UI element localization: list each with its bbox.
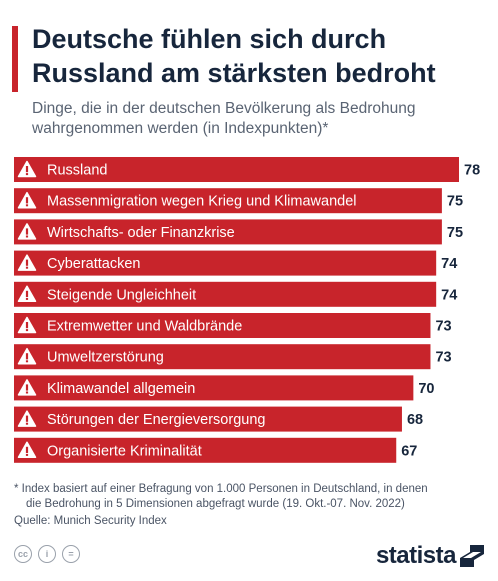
warning-triangle-icon [17,347,37,365]
bar [14,406,402,432]
bar-row: Steigende Ungleichheit 74 [14,281,457,307]
bar-label: Störungen der Energieversorgung [47,412,265,428]
bar [14,157,459,182]
license-icons: cc i = [14,545,80,563]
footnote-line-1: * Index basiert auf einer Befragung von … [14,483,428,495]
bar-row: Organisierte Kriminalität 67 [14,437,417,463]
bar [14,281,437,307]
bar [14,313,431,338]
footnote-line-2: die Bedrohung in 5 Dimensionen abgefragt… [26,498,405,510]
statista-mark-icon [460,545,484,567]
bar-label: Massenmigration wegen Krieg und Klimawan… [47,194,357,210]
bar-value-label: 67 [401,443,417,459]
page-subtitle: Dinge, die in der deutschen Bevölkerung … [32,100,416,137]
page-title: Deutsche fühlen sich durch Russland am s… [32,24,436,88]
bar-label: Umweltzerstörung [47,350,164,366]
bar-label: Steigende Ungleichheit [47,287,196,303]
bar-value-label: 75 [447,225,463,241]
bar-label: Extremwetter und Waldbrände [47,319,242,335]
warning-triangle-icon [17,285,37,303]
source-text: Quelle: Munich Security Index [14,515,167,527]
bar-value-label: 74 [441,287,457,303]
statista-wordmark: statista [375,542,457,569]
warning-triangle-icon [17,191,37,209]
by-icon[interactable]: i [38,545,56,563]
warning-triangle-icon [17,410,37,427]
warning-triangle-icon [17,223,37,240]
bar-row: Störungen der Energieversorgung 68 [14,406,423,432]
nd-icon[interactable]: = [62,545,80,563]
bar-value-label: 73 [435,350,451,366]
warning-triangle-icon [17,441,37,459]
bar-label: Organisierte Kriminalität [47,443,202,459]
bar-label: Klimawandel allgemein [47,381,195,397]
bar [14,344,431,370]
bar-label: Cyberattacken [47,256,141,272]
bar-label: Wirtschafts- oder Finanzkrise [47,225,235,241]
bar-value-label: 70 [418,381,434,397]
bar-row: Umweltzerstörung 73 [14,344,452,370]
bar-value-label: 78 [464,163,480,179]
warning-triangle-icon [17,316,37,334]
footnote: * Index basiert auf einer Befragung von … [14,482,484,512]
bar-value-label: 68 [407,412,423,428]
bar-value-label: 75 [447,194,463,210]
title-accent-bar [12,26,18,92]
bar-row: Massenmigration wegen Krieg und Klimawan… [14,188,463,214]
warning-triangle-icon [17,379,37,396]
bar-row: Klimawandel allgemein 70 [14,375,434,401]
bar-value-label: 73 [435,319,451,335]
bar [14,375,414,401]
cc-icon[interactable]: cc [14,545,32,563]
bar [14,219,442,245]
bar-label: Russland [47,163,107,179]
bar-row: Cyberattacken 74 [14,250,457,276]
statista-logo[interactable]: statista [376,542,484,570]
bar [14,188,442,214]
warning-triangle-icon [17,160,37,178]
bar [14,437,397,463]
bar-row: Wirtschafts- oder Finanzkrise 75 [14,219,463,245]
bar [14,250,437,276]
warning-triangle-icon [17,254,37,271]
bar-value-label: 74 [441,256,457,272]
bar-row: Russland 78 [14,157,480,182]
bar-row: Extremwetter und Waldbrände 73 [14,313,452,338]
